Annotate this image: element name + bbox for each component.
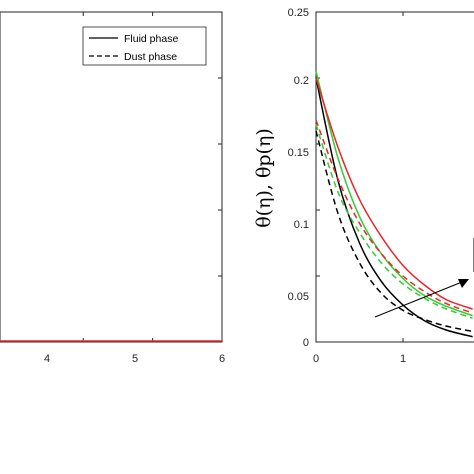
- trend-arrow-shaft: [374, 281, 463, 318]
- left-plot-frame: [0, 11, 223, 343]
- right-y-tick-label-0: 0: [303, 337, 309, 349]
- left-x-tick-label-5: 5: [132, 353, 138, 365]
- legend: Fluid phase Dust phase: [82, 26, 207, 66]
- right-x-tick-label-0: 0: [313, 353, 319, 365]
- right-y-axis-label: θ(η), θp(η): [253, 128, 275, 228]
- right-chart-panel: 0 0.05 0.1 0.15 0.2 0.25 0 1 θ(η), θp(η): [253, 7, 474, 365]
- right-series-group: [315, 71, 473, 338]
- left-chart-panel: 4 5 6 Fluid phase Dust phase: [0, 11, 225, 365]
- right-plot-frame: [315, 11, 474, 343]
- right-tick-marks: [315, 11, 404, 343]
- right-y-tick-label-01: 0.1: [294, 219, 309, 231]
- legend-box: [82, 26, 207, 66]
- right-y-tick-label-025: 0.25: [288, 7, 309, 19]
- right-series-line-4: [315, 77, 473, 310]
- right-series-line-5: [315, 119, 473, 314]
- right-y-tick-label-015: 0.15: [288, 147, 309, 159]
- legend-fluid-label: Fluid phase: [124, 33, 178, 45]
- right-series-line-2: [315, 71, 473, 317]
- right-y-tick-label-02: 0.2: [294, 75, 309, 87]
- left-x-tick-label-6: 6: [219, 353, 225, 365]
- right-x-tick-label-1: 1: [400, 353, 406, 365]
- right-series-line-3: [315, 123, 473, 319]
- left-right-edge-ticks: [218, 11, 222, 343]
- trend-arrow-head: [458, 279, 469, 288]
- right-y-tick-label-005: 0.05: [288, 291, 309, 303]
- legend-dust-label: Dust phase: [124, 51, 177, 63]
- left-x-tick-label-4: 4: [44, 353, 50, 365]
- trend-arrow: [374, 238, 474, 318]
- right-series-line-1: [315, 130, 473, 333]
